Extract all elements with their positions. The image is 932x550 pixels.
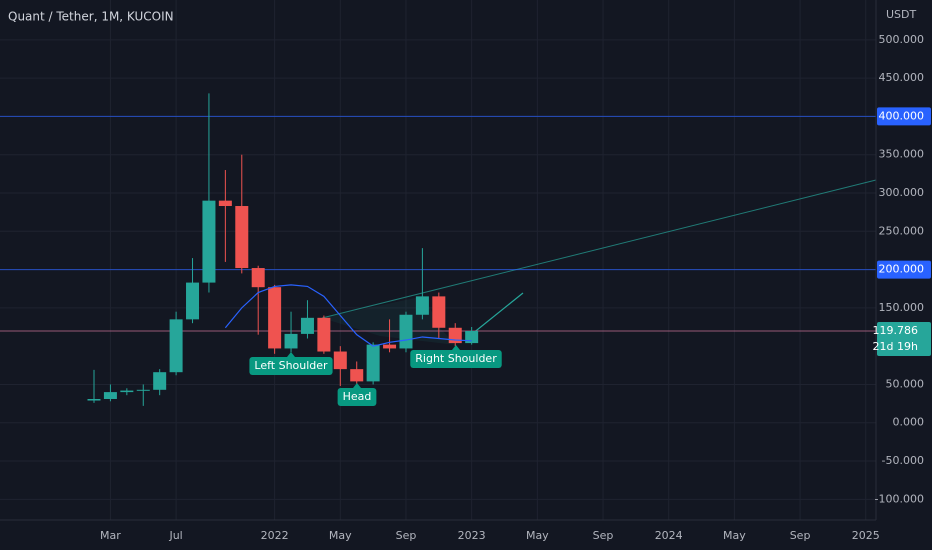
candle-body [153, 372, 167, 390]
candle-body [432, 296, 446, 328]
annotation-pointer [353, 383, 361, 388]
candle-body [251, 268, 265, 288]
price-tag [877, 107, 931, 126]
annotation-label: Left Shoulder [254, 359, 328, 372]
x-tick-label: Jul [168, 529, 182, 542]
y-axis-label: USDT [886, 8, 917, 21]
y-tick-label: 300.000 [879, 186, 925, 199]
y-tick-label: 250.000 [879, 224, 925, 237]
annotation: Right Shoulder [410, 345, 502, 368]
candle-body [366, 344, 380, 382]
y-tick-label: -100.000 [875, 492, 924, 505]
candle-body [120, 390, 134, 393]
neckline [321, 179, 877, 319]
candle-body [186, 282, 200, 320]
x-tick-label: 2024 [655, 529, 683, 542]
y-tick-label: 0.000 [893, 416, 925, 429]
y-tick-label: 50.000 [886, 377, 925, 390]
y-tick-label: 350.000 [879, 148, 925, 161]
candle-body [268, 287, 282, 349]
candle-body [284, 333, 298, 349]
x-tick-label: 2023 [458, 529, 486, 542]
annotation-pointer [287, 352, 295, 357]
candle-body [202, 200, 216, 283]
candle-body [218, 200, 232, 207]
annotation: Head [337, 383, 377, 406]
y-tick-label: 200.000 [879, 263, 925, 276]
candle-body [103, 392, 117, 399]
moving-average [224, 284, 472, 347]
y-tick-label: 500.000 [879, 33, 925, 46]
x-tick-label: Sep [593, 529, 614, 542]
grid [0, 0, 876, 520]
last-price-label: 119.786 [873, 324, 919, 337]
y-tick-label: 450.000 [879, 71, 925, 84]
x-tick-label: 2025 [852, 529, 880, 542]
last-price-tag [877, 322, 931, 357]
x-tick-label: Sep [396, 529, 417, 542]
candle-body [399, 314, 413, 349]
price-tag [877, 260, 931, 279]
annotation-box [337, 388, 377, 406]
plot: Left Shoulder Head Right Shoulder [0, 93, 876, 406]
y-tick-label: 400.000 [879, 109, 925, 122]
x-tick-label: 2022 [261, 529, 289, 542]
candle-body [383, 344, 397, 349]
annotation-label: Head [343, 390, 372, 403]
annotation-pointer [452, 345, 460, 350]
candle-body [169, 319, 183, 373]
annotation: Left Shoulder [249, 352, 333, 375]
candle-body [317, 317, 331, 352]
candle-body [415, 296, 429, 315]
x-tick-label: May [526, 529, 549, 542]
countdown-label: 21d 19h [873, 340, 918, 353]
x-tick-label: Sep [790, 529, 811, 542]
y-tick-label: -50.000 [882, 454, 924, 467]
x-tick-label: May [329, 529, 352, 542]
annotation-box [249, 357, 333, 375]
projection-line [471, 292, 524, 335]
chart-title: Quant / Tether, 1M, KUCOIN [8, 10, 174, 24]
annotation-box [410, 350, 502, 368]
annotation-label: Right Shoulder [415, 352, 497, 365]
candle-body [350, 369, 364, 382]
x-tick-label: Mar [100, 529, 121, 542]
candle-body [136, 389, 150, 391]
candle-body [235, 206, 249, 269]
y-tick-label: 150.000 [879, 301, 925, 314]
x-tick-label: May [723, 529, 746, 542]
candle-body [87, 398, 101, 401]
candle-body [300, 317, 314, 334]
candle-body [465, 331, 479, 344]
candle-body [333, 351, 347, 370]
